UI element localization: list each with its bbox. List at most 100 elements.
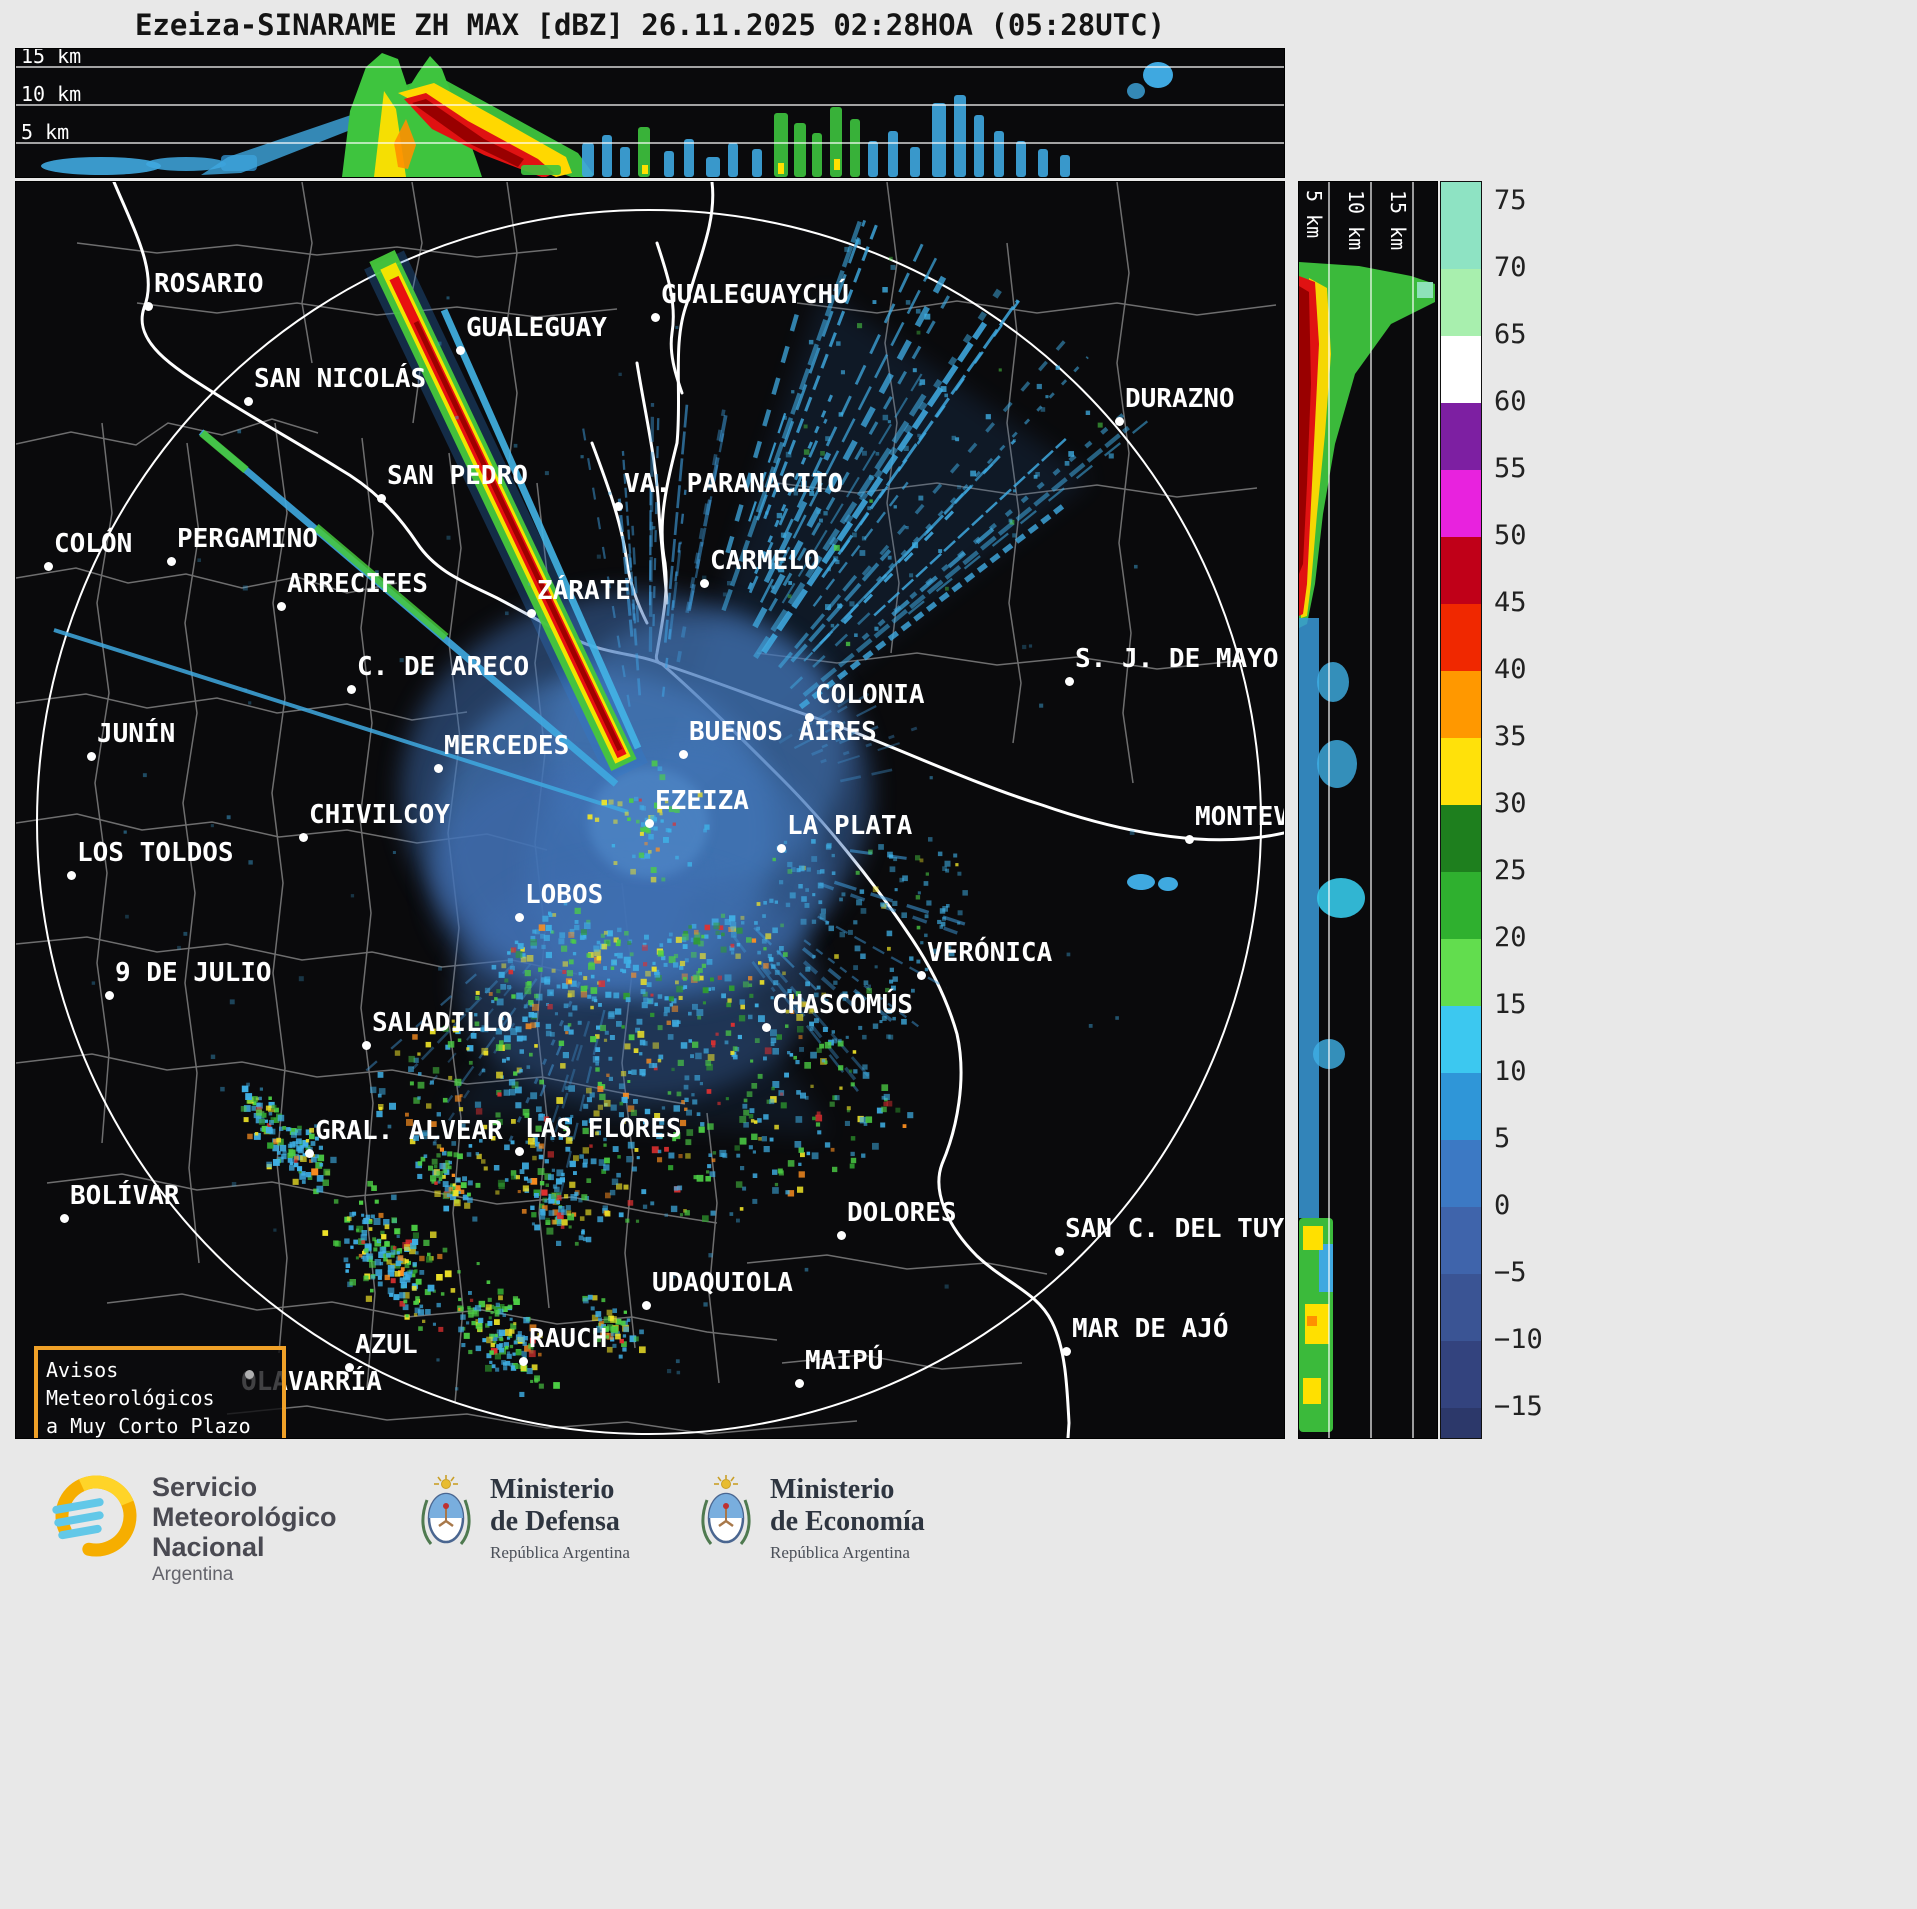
city-label: MERCEDES: [444, 732, 569, 760]
height-label-15km: 15 km: [21, 49, 81, 68]
colorbar-tick-label: −5: [1494, 1257, 1527, 1289]
city-dot: [762, 1023, 771, 1032]
city-label: COLONIA: [815, 681, 925, 709]
advisory-line1: Avisos Meteorológicos: [46, 1356, 274, 1412]
city-dot: [642, 1301, 651, 1310]
colorbar-segment: [1441, 1408, 1481, 1439]
smn-name-line1: Servicio: [152, 1472, 337, 1502]
city-label: RAUCH: [529, 1325, 607, 1353]
city-dot: [679, 750, 688, 759]
city-label: C. DE ARECO: [357, 653, 529, 681]
colorbar-tick-label: −10: [1494, 1324, 1543, 1356]
city-dot: [1062, 1347, 1071, 1356]
city-label: SALADILLO: [372, 1009, 513, 1037]
colorbar-segment: [1441, 1140, 1481, 1207]
city-label: ROSARIO: [154, 270, 264, 298]
ministerio-economia-block: Ministerio de Economía República Argenti…: [698, 1474, 925, 1563]
height-label-10km: 10 km: [1344, 190, 1368, 250]
city-dot: [527, 609, 536, 618]
top-cross-section-panel: 15 km 10 km 5 km: [15, 48, 1285, 178]
city-label: PERGAMINO: [177, 525, 318, 553]
city-label: LAS FLORES: [525, 1115, 682, 1143]
height-label-5km: 5 km: [1302, 190, 1326, 238]
city-label: VA. PARANACITO: [624, 470, 843, 498]
colorbar-tick-label: 70: [1494, 252, 1527, 284]
city-label: BUENOS AIRES: [689, 718, 877, 746]
argentina-coat-of-arms-icon: [698, 1474, 754, 1548]
colorbar-segment: [1441, 872, 1481, 939]
colorbar-tick-label: −15: [1494, 1391, 1543, 1423]
colorbar-segment: [1441, 1274, 1481, 1341]
colorbar-segment: [1441, 1207, 1481, 1274]
city-label: SAN NICOLÁS: [254, 365, 426, 393]
city-label: MAR DE AJÓ: [1072, 1315, 1229, 1343]
colorbar-segment: [1441, 738, 1481, 805]
city-dot: [700, 579, 709, 588]
colorbar-segment: [1441, 336, 1481, 403]
city-label: VERÓNICA: [927, 939, 1052, 967]
city-label: SAN C. DEL TUYÚ: [1065, 1215, 1285, 1243]
city-dot: [167, 557, 176, 566]
colorbar-tick-label: 75: [1494, 185, 1527, 217]
height-label-10km: 10 km: [21, 82, 81, 106]
colorbar-tick-label: 30: [1494, 788, 1527, 820]
smn-name-line3: Nacional: [152, 1532, 337, 1562]
city-label: MONTEVIDEO: [1195, 803, 1285, 831]
city-dot: [1115, 417, 1124, 426]
city-label: AZUL: [355, 1331, 418, 1359]
city-dot: [362, 1041, 371, 1050]
city-dot: [837, 1231, 846, 1240]
city-label: MAIPÚ: [805, 1347, 883, 1375]
xsec-right-echoes: [1299, 262, 1435, 1438]
page-title: Ezeiza-SINARAME ZH MAX [dBZ] 26.11.2025 …: [15, 8, 1285, 42]
colorbar-segment: [1441, 470, 1481, 537]
colorbar-tick-label: 60: [1494, 386, 1527, 418]
smn-logo: [50, 1472, 138, 1560]
city-label: CHASCOMÚS: [772, 991, 913, 1019]
city-label: GUALEGUAY: [466, 314, 607, 342]
colorbar-segment: [1441, 604, 1481, 671]
city-label: DOLORES: [847, 1199, 957, 1227]
colorbar-segment: [1441, 537, 1481, 604]
city-label: GRAL. ALVEAR: [315, 1117, 503, 1145]
city-dot: [60, 1214, 69, 1223]
city-dot: [456, 346, 465, 355]
city-label: GUALEGUAYCHÚ: [661, 281, 849, 309]
advisory-box: Avisos Meteorológicos a Muy Corto Plazo: [34, 1346, 286, 1439]
city-dot: [917, 971, 926, 980]
xsec-top-echoes: [41, 53, 1173, 177]
city-label: EZEIZA: [655, 787, 749, 815]
height-label-5km: 5 km: [21, 120, 69, 144]
colorbar-tick-label: 65: [1494, 319, 1527, 351]
city-label: LOS TOLDOS: [77, 839, 234, 867]
city-layer: ROSARIO GUALEGUAYCHÚ GUALEGUAY SAN NICOLÁS D…: [16, 182, 1284, 1438]
colorbar-tick-label: 0: [1494, 1190, 1510, 1222]
city-label: CARMELO: [710, 547, 820, 575]
city-dot: [1055, 1247, 1064, 1256]
city-label: LA PLATA: [787, 812, 912, 840]
city-dot: [105, 991, 114, 1000]
city-dot: [44, 562, 53, 571]
city-dot: [795, 1379, 804, 1388]
right-cross-section-panel: 5 km 10 km 15 km: [1298, 181, 1438, 1439]
dbz-colorbar-ticks: 75 70 65 60 55 50 45 40 35 30 25 20 15 10 5 0 −5 −10 −15: [1494, 181, 1604, 1439]
city-dot: [67, 871, 76, 880]
city-dot: [614, 502, 623, 511]
city-dot: [434, 764, 443, 773]
city-label: CHIVILCOY: [309, 801, 450, 829]
colorbar-segment: [1441, 671, 1481, 738]
colorbar-tick-label: 20: [1494, 922, 1527, 954]
defensa-sub: República Argentina: [490, 1543, 630, 1563]
height-label-15km: 15 km: [1386, 190, 1410, 250]
city-label: 9 DE JULIO: [115, 959, 272, 987]
colorbar-tick-label: 40: [1494, 654, 1527, 686]
right-cross-section-graphic: 5 km 10 km 15 km: [1299, 182, 1437, 1438]
city-label: ARRECIFES: [287, 570, 428, 598]
colorbar-segment: [1441, 182, 1481, 202]
smn-name-line2: Meteorológico: [152, 1502, 337, 1532]
city-dot: [277, 602, 286, 611]
colorbar-tick-label: 10: [1494, 1056, 1527, 1088]
city-dot: [347, 685, 356, 694]
colorbar-segment: [1441, 1341, 1481, 1408]
city-label: DURAZNO: [1125, 385, 1235, 413]
